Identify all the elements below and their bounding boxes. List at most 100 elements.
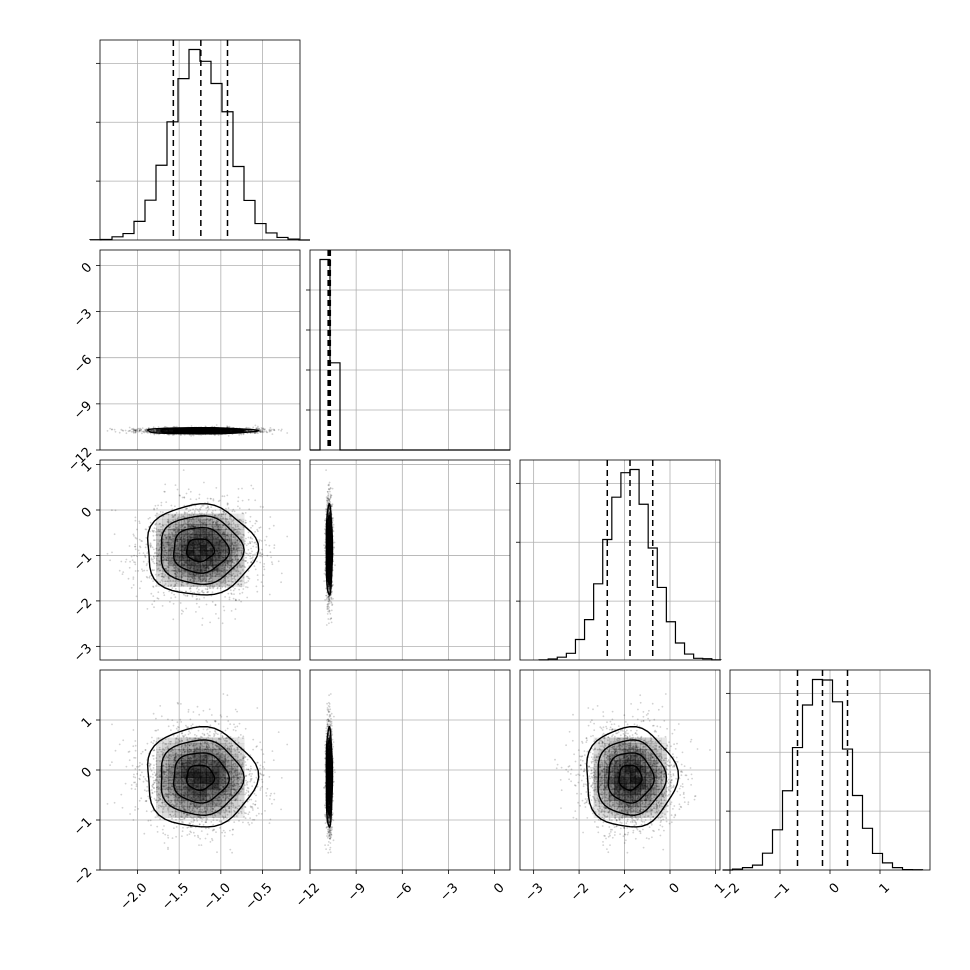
scatter-point: [198, 521, 201, 523]
scatter-point: [155, 429, 158, 432]
scatter-point: [235, 548, 238, 551]
scatter-point: [134, 428, 136, 431]
scatter-point: [185, 607, 188, 610]
scatter-point: [169, 521, 172, 524]
scatter-point: [221, 532, 224, 535]
scatter-point: [183, 520, 186, 523]
scatter-point: [153, 430, 156, 433]
scatter-point: [240, 583, 243, 586]
scatter-point: [261, 430, 264, 432]
scatter-point: [150, 429, 153, 432]
scatter-point: [165, 430, 168, 432]
scatter-point: [209, 576, 212, 578]
scatter-point: [236, 558, 239, 561]
scatter-point: [237, 558, 240, 561]
scatter-point: [223, 568, 226, 571]
scatter-point: [249, 536, 252, 539]
scatter-point: [228, 425, 231, 428]
scatter-point: [165, 559, 168, 561]
scatter-point: [167, 518, 169, 521]
scatter-point: [196, 598, 199, 600]
scatter-point: [127, 430, 130, 433]
scatter-point: [245, 426, 248, 429]
scatter-point: [132, 584, 135, 586]
scatter-point: [179, 602, 182, 604]
scatter-point: [164, 549, 167, 552]
scatter-point: [200, 506, 202, 509]
scatter-point: [218, 573, 221, 575]
scatter-point: [175, 425, 178, 428]
scatter-point: [157, 433, 160, 436]
scatter-point: [168, 557, 171, 559]
scatter-point: [195, 587, 198, 590]
scatter-point: [192, 525, 195, 528]
scatter-point: [236, 539, 239, 542]
scatter-point: [196, 516, 199, 519]
scatter-point: [167, 553, 170, 555]
scatter-point: [200, 522, 203, 524]
scatter-point: [134, 429, 137, 432]
scatter-point: [261, 555, 263, 558]
scatter-point: [121, 573, 124, 575]
density-cell: [156, 430, 163, 432]
scatter-point: [114, 509, 117, 512]
density-cell: [156, 429, 163, 430]
scatter-point: [210, 511, 213, 514]
scatter-point: [280, 581, 282, 584]
scatter-point: [235, 599, 237, 601]
scatter-point: [224, 579, 226, 582]
scatter-point: [245, 537, 247, 540]
scatter-point: [144, 546, 147, 549]
scatter-point: [233, 593, 235, 595]
scatter-point: [139, 587, 141, 590]
contour-3: [146, 426, 261, 435]
hist-step-0: [89, 48, 310, 241]
scatter-point: [188, 572, 190, 575]
scatter-point: [156, 429, 159, 432]
scatter-point: [160, 579, 163, 581]
scatter-point: [171, 569, 173, 572]
scatter-point: [149, 546, 152, 549]
scatter-point: [166, 556, 168, 559]
scatter-point: [152, 548, 155, 551]
scatter-point: [176, 538, 179, 541]
scatter-point: [226, 560, 229, 562]
scatter-point: [176, 572, 179, 574]
scatter-point: [155, 534, 158, 537]
scatter-point: [167, 541, 169, 544]
scatter-point: [263, 568, 266, 571]
scatter-point: [152, 539, 155, 542]
panel-2d-content: [100, 460, 300, 660]
scatter-point: [223, 534, 226, 537]
scatter-point: [246, 575, 249, 578]
scatter-point: [179, 516, 182, 519]
scatter-point: [187, 525, 190, 527]
scatter-point: [178, 560, 181, 563]
scatter-point: [109, 559, 111, 562]
scatter-point: [174, 529, 177, 531]
scatter-point: [181, 609, 183, 612]
scatter-point: [232, 522, 235, 525]
scatter-point: [217, 514, 220, 517]
scatter-point: [248, 577, 251, 580]
scatter-point: [256, 520, 258, 523]
scatter-point: [114, 430, 117, 433]
density-cell: [156, 431, 163, 432]
scatter-point: [151, 546, 154, 549]
scatter-point: [220, 518, 222, 520]
scatter-point: [181, 581, 184, 584]
scatter-point: [124, 561, 127, 563]
scatter-point: [165, 426, 168, 428]
scatter-point: [189, 578, 192, 581]
scatter-point: [223, 609, 226, 612]
scatter-point: [273, 544, 276, 547]
scatter-point: [241, 536, 244, 539]
scatter-point: [232, 547, 235, 550]
scatter-point: [204, 425, 207, 428]
scatter-point: [201, 521, 204, 524]
hist-grid-2: [520, 460, 720, 660]
scatter-point: [189, 576, 192, 578]
scatter-point: [151, 429, 154, 432]
scatter-point: [191, 594, 194, 597]
scatter-point: [251, 524, 254, 527]
